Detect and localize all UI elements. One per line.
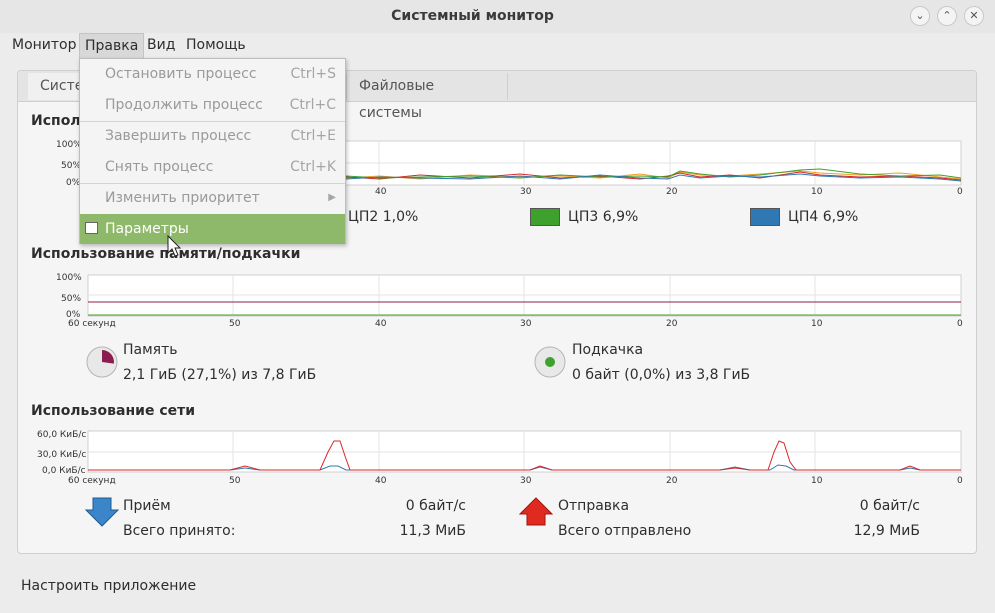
mem-x-tick-60: 60 секунд [68, 319, 116, 329]
menu-item-label: Параметры [105, 221, 189, 237]
send-total: 12,9 МиБ [853, 523, 920, 539]
mem-x-tick-40: 40 [375, 319, 387, 329]
tab-filesystems[interactable]: Файловые системы [346, 73, 508, 121]
mem-x-tick-20: 20 [666, 319, 678, 329]
cpu3-line [345, 168, 962, 179]
menu-bar: Монитор Правка Вид Помощь [0, 33, 995, 58]
cpu-y-tick-100: 100% [56, 140, 82, 150]
menu-item-label: Остановить процесс [105, 66, 257, 82]
memory-label: Память [123, 342, 178, 358]
swap-pie-icon[interactable] [534, 346, 566, 378]
menu-item-label: Снять процесс [105, 159, 214, 175]
net-x-tick-30: 30 [520, 476, 532, 486]
submenu-arrow-icon: ▶ [328, 192, 336, 203]
chevron-down-icon: ⌄ [915, 9, 925, 22]
swap-label: Подкачка [572, 342, 644, 358]
receive-total: 11,3 МиБ [399, 523, 466, 539]
minimize-button[interactable]: ⌄ [910, 6, 930, 26]
menu-item-end-process[interactable]: Завершить процесс Ctrl+E [80, 121, 345, 151]
menu-item-shortcut: Ctrl+K [290, 159, 336, 175]
net-x-tick-40: 40 [375, 476, 387, 486]
net-x-tick-10: 10 [811, 476, 823, 486]
close-button[interactable]: ✕ [964, 6, 984, 26]
menu-item-shortcut: Ctrl+S [290, 66, 336, 82]
cpu-x-tick-30: 30 [520, 187, 532, 197]
net-y-tick-30: 30,0 КиБ/с [37, 450, 87, 460]
net-y-tick-60: 60,0 КиБ/с [37, 430, 87, 440]
cpu2-line [345, 171, 962, 181]
cpu2-legend-label: ЦП2 1,0% [348, 209, 419, 225]
menu-separator [80, 121, 345, 122]
send-label: Отправка [558, 498, 630, 514]
menu-edit[interactable]: Правка [79, 33, 145, 58]
cpu3-legend-label: ЦП3 6,9% [568, 209, 639, 225]
swap-value: 0 байт (0,0%) из 3,8 ГиБ [572, 367, 751, 383]
net-x-tick-0: 0 [957, 476, 963, 486]
net-x-tick-60: 60 секунд [68, 476, 116, 486]
cpu1-line [345, 170, 962, 180]
cpu4-line [345, 173, 962, 182]
send-rate: 0 байт/с [859, 498, 920, 514]
cpu4-legend-label: ЦП4 6,9% [788, 209, 859, 225]
cpu-x-tick-10: 10 [811, 187, 823, 197]
mem-y-tick-100: 100% [56, 273, 82, 283]
cpu-x-tick-0: 0 [957, 187, 963, 197]
cpu-x-tick-40: 40 [375, 187, 387, 197]
net-x-tick-20: 20 [666, 476, 678, 486]
window-title: Системный монитор [391, 8, 554, 24]
cpu-x-tick-20: 20 [666, 187, 678, 197]
menu-item-kill-process[interactable]: Снять процесс Ctrl+K [80, 152, 345, 182]
menu-view[interactable]: Вид [147, 37, 176, 53]
menu-item-stop-process[interactable]: Остановить процесс Ctrl+S [80, 59, 345, 89]
cpu-y-tick-50: 50% [61, 161, 82, 171]
mem-x-tick-10: 10 [811, 319, 823, 329]
net-y-tick-0: 0,0 КиБ/с [42, 466, 86, 476]
memory-section-title: Использование памяти/подкачки [31, 246, 301, 262]
menu-item-continue-process[interactable]: Продолжить процесс Ctrl+C [80, 90, 345, 120]
receive-rate: 0 байт/с [405, 498, 466, 514]
menu-item-label: Завершить процесс [105, 128, 252, 144]
menu-item-shortcut: Ctrl+C [289, 97, 336, 113]
net-x-tick-50: 50 [229, 476, 241, 486]
send-total-label: Всего отправлено [558, 523, 692, 539]
cpu3-color-swatch[interactable] [530, 208, 560, 226]
cpu-y-tick-0: 0% [66, 178, 81, 188]
menu-separator [80, 183, 345, 184]
receive-total-label: Всего принято: [123, 523, 236, 539]
cpu4-color-swatch[interactable] [750, 208, 780, 226]
menu-help[interactable]: Помощь [186, 37, 246, 53]
menu-item-change-priority[interactable]: Изменить приоритет ▶ [80, 183, 345, 213]
chevron-up-icon: ⌃ [942, 9, 952, 22]
memory-value: 2,1 ГиБ (27,1%) из 7,8 ГиБ [123, 367, 317, 383]
mem-y-tick-0: 0% [66, 310, 81, 320]
preferences-icon [85, 222, 98, 234]
edit-menu-dropdown: Остановить процесс Ctrl+S Продолжить про… [79, 58, 346, 244]
memory-pie-icon[interactable] [86, 346, 118, 378]
menu-monitor[interactable]: Монитор [12, 37, 77, 53]
title-bar: Системный монитор ⌄ ⌃ ✕ [0, 0, 995, 34]
menu-item-label: Изменить приоритет [105, 190, 260, 206]
mem-x-tick-0: 0 [957, 319, 963, 329]
configure-app-link[interactable]: Настроить приложение [21, 578, 197, 594]
network-section-title: Использование сети [31, 403, 196, 419]
close-icon: ✕ [969, 9, 979, 22]
menu-item-shortcut: Ctrl+E [290, 128, 337, 144]
menu-item-label: Продолжить процесс [105, 97, 263, 113]
receive-arrow-icon[interactable] [84, 497, 120, 527]
menu-item-preferences[interactable]: Параметры [80, 214, 345, 244]
receive-label: Приём [123, 498, 171, 514]
mem-x-tick-50: 50 [229, 319, 241, 329]
maximize-button[interactable]: ⌃ [937, 6, 957, 26]
mem-y-tick-50: 50% [61, 294, 82, 304]
send-arrow-icon[interactable] [518, 497, 554, 526]
send-line [88, 440, 961, 471]
mem-x-tick-30: 30 [520, 319, 532, 329]
